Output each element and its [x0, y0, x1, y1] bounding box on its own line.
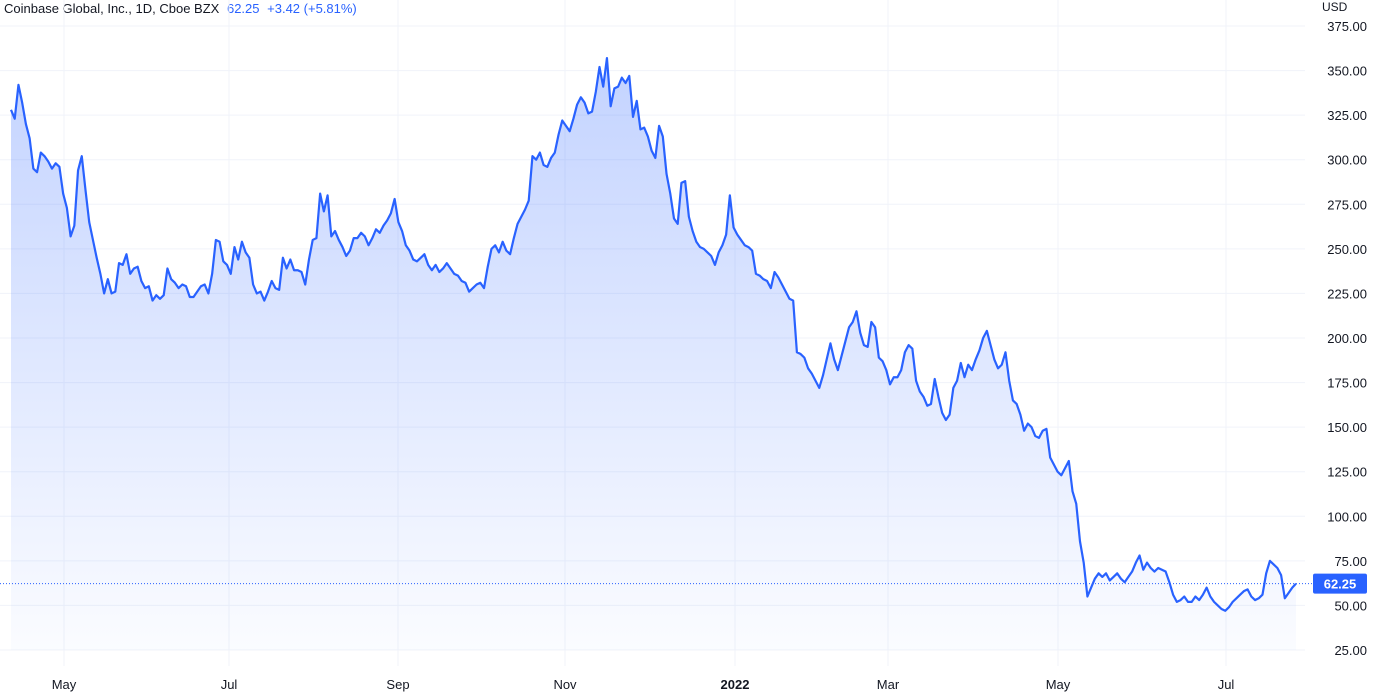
y-tick-label: 75.00 — [1334, 554, 1367, 569]
price-tag: 62.25 — [1313, 573, 1367, 594]
x-tick-label: May — [52, 677, 77, 692]
y-tick-label: 25.00 — [1334, 643, 1367, 658]
price-area — [11, 58, 1296, 650]
y-axis[interactable]: 25.00 50.00 75.00 100.00 125.00 150.00 175.00 2… — [1327, 19, 1367, 658]
y-tick-label: 100.00 — [1327, 509, 1367, 524]
x-tick-label: Jul — [1218, 677, 1235, 692]
x-tick-label: Jul — [221, 677, 238, 692]
y-tick-label: 375.00 — [1327, 19, 1367, 34]
price-tag-box — [1313, 573, 1367, 594]
price-tag-value: 62.25 — [1324, 577, 1357, 592]
last-price: 62.25 — [226, 1, 260, 16]
currency-label: USD — [1322, 0, 1348, 14]
y-tick-label: 200.00 — [1327, 331, 1367, 346]
y-tick-label: 175.00 — [1327, 376, 1367, 391]
y-tick-label: 150.00 — [1327, 420, 1367, 435]
x-tick-label: Sep — [386, 677, 409, 692]
y-tick-label: 325.00 — [1327, 108, 1367, 123]
y-tick-label: 250.00 — [1327, 242, 1367, 257]
y-tick-label: 300.00 — [1327, 153, 1367, 168]
x-axis[interactable]: May Jul Sep Nov 2022 Mar May Jul — [52, 677, 1235, 692]
y-tick-label: 125.00 — [1327, 465, 1367, 480]
price-line — [9, 56, 1297, 612]
y-tick-label: 275.00 — [1327, 197, 1367, 212]
y-tick-label: 225.00 — [1327, 286, 1367, 301]
x-tick-label: 2022 — [721, 677, 750, 692]
symbol-title: Coinbase Global, Inc., 1D, Cboe BZX — [4, 1, 220, 16]
x-tick-label: Nov — [553, 677, 577, 692]
x-tick-label: May — [1046, 677, 1071, 692]
chart-header: Coinbase Global, Inc., 1D, Cboe BZX 62.2… — [4, 1, 357, 16]
price-change: +3.42 (+5.81%) — [267, 1, 357, 16]
y-tick-label: 350.00 — [1327, 64, 1367, 79]
y-tick-label: 50.00 — [1334, 598, 1367, 613]
x-tick-label: Mar — [877, 677, 900, 692]
